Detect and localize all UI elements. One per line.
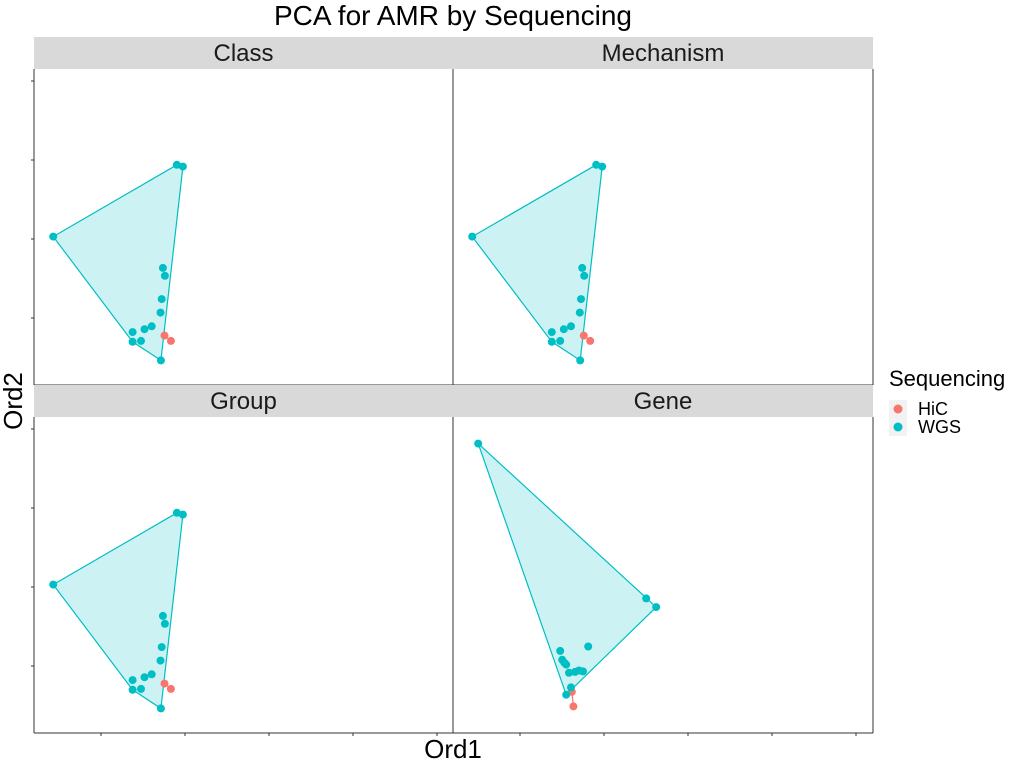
point-wgs <box>147 670 156 679</box>
point-hic <box>166 684 175 693</box>
hull-wgs-class <box>52 164 184 362</box>
point-wgs <box>576 356 585 365</box>
point-wgs <box>592 160 601 169</box>
point-wgs <box>547 328 556 337</box>
point-wgs <box>157 643 166 652</box>
facet-panels: Class Mechanism Group Gene <box>31 37 874 736</box>
point-wgs <box>567 322 575 331</box>
point-wgs <box>565 668 573 677</box>
plot-area-mechanism <box>453 69 873 385</box>
point-wgs <box>178 510 187 519</box>
point-hic <box>579 331 588 340</box>
point-wgs <box>562 660 571 669</box>
strip-label-group: Group <box>210 388 277 415</box>
point-wgs <box>642 594 651 603</box>
point-wgs <box>468 232 477 241</box>
strip-gene <box>453 385 873 417</box>
legend-label-hic: HiC <box>918 399 948 419</box>
point-wgs <box>575 308 584 317</box>
point-wgs <box>147 322 156 331</box>
strip-label-class: Class <box>213 40 273 67</box>
point-wgs <box>578 263 587 272</box>
legend-key-wgs <box>893 422 903 432</box>
point-wgs <box>562 690 571 699</box>
point-hic <box>160 331 169 340</box>
strip-group <box>34 385 453 417</box>
point-wgs <box>137 336 145 345</box>
point-wgs <box>158 611 167 620</box>
point-wgs <box>172 160 181 169</box>
point-wgs <box>172 508 181 517</box>
point-wgs <box>156 656 165 665</box>
point-wgs <box>140 325 149 334</box>
plot-area-group <box>34 417 453 733</box>
point-wgs <box>178 162 187 171</box>
point-wgs <box>579 667 587 676</box>
point-hic <box>586 336 595 345</box>
legend-title: Sequencing <box>889 366 1005 391</box>
point-wgs <box>156 704 165 713</box>
point-wgs <box>556 336 565 345</box>
point-wgs <box>140 673 149 682</box>
point-wgs <box>137 684 145 693</box>
point-wgs <box>156 356 165 365</box>
point-wgs <box>49 232 58 241</box>
point-hic <box>166 336 175 345</box>
y-axis-title: Ord2 <box>0 372 28 430</box>
point-wgs <box>160 271 169 280</box>
point-wgs <box>128 685 137 694</box>
strip-mechanism <box>453 37 873 69</box>
point-hic <box>569 702 578 711</box>
strip-label-gene: Gene <box>634 388 693 415</box>
point-wgs <box>567 683 575 692</box>
point-wgs <box>580 271 589 280</box>
hull-wgs-mechanism <box>471 164 603 362</box>
hull-wgs-gene <box>477 443 658 696</box>
point-hic <box>160 679 169 688</box>
x-axis-title: Ord1 <box>424 734 482 764</box>
chart-title: PCA for AMR by Sequencing <box>274 0 632 31</box>
hull-wgs-group <box>52 512 184 710</box>
legend-label-wgs: WGS <box>918 417 961 437</box>
strip-label-mechanism: Mechanism <box>602 40 725 67</box>
point-wgs <box>160 619 169 628</box>
point-wgs <box>49 580 58 589</box>
point-wgs <box>157 295 166 304</box>
point-wgs <box>584 642 593 651</box>
point-wgs <box>128 328 137 337</box>
point-wgs <box>598 162 607 171</box>
plot-area-class <box>34 69 453 385</box>
point-wgs <box>128 337 137 346</box>
panel-class: Class <box>31 37 454 386</box>
point-wgs <box>474 439 483 448</box>
legend-key-hic <box>893 404 903 414</box>
panel-group: Group <box>31 385 454 736</box>
point-wgs <box>128 676 137 685</box>
point-wgs <box>556 646 565 655</box>
plot-area-gene <box>453 417 873 733</box>
strip-class <box>34 37 453 69</box>
point-wgs <box>559 325 568 334</box>
point-wgs <box>577 295 585 304</box>
panel-gene: Gene <box>452 385 874 736</box>
point-wgs <box>547 337 556 346</box>
panel-mechanism: Mechanism <box>452 37 874 386</box>
point-wgs <box>158 263 167 272</box>
point-wgs <box>652 603 661 612</box>
point-wgs <box>156 308 165 317</box>
